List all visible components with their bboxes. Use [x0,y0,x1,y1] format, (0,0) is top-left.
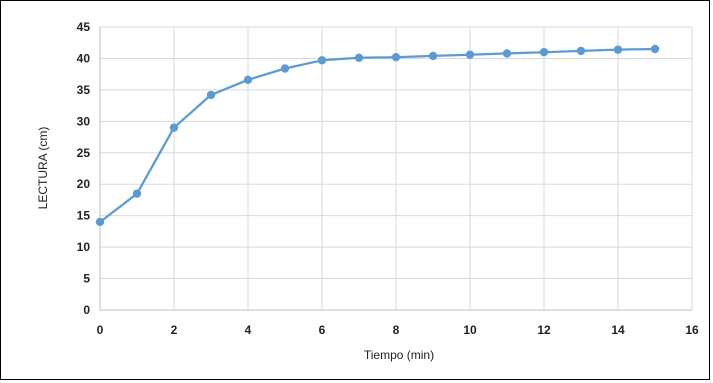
data-point [317,56,327,65]
y-tick-label: 30 [77,114,91,128]
axes [99,27,692,311]
x-tick-label: 0 [97,323,104,337]
y-tick-label: 0 [83,303,90,317]
y-axis-title: LECTURA (cm) [36,127,50,210]
data-point [650,44,660,54]
x-tick-label: 10 [463,323,477,337]
data-point [539,47,549,57]
data-point [502,49,512,58]
y-tick-label: 20 [77,177,91,191]
data-point [613,45,623,54]
x-tick-label: 16 [685,323,699,337]
y-tick-label: 45 [77,20,91,34]
data-point [465,50,475,59]
x-tick-label: 8 [393,323,400,337]
y-tick-labels: 0 5 10 15 20 25 30 35 40 45 [77,20,91,317]
data-point [95,217,105,227]
series-line [99,47,656,223]
x-tick-labels: 0 2 4 6 8 10 12 14 16 [97,323,699,337]
y-tick-label: 25 [77,146,91,160]
data-point [206,90,216,100]
data-point [576,46,586,56]
grid-lines [100,26,693,310]
data-point [391,52,401,62]
x-tick-label: 6 [319,323,326,337]
data-point [428,51,438,61]
y-tick-label: 10 [77,240,91,254]
data-point [169,123,179,132]
y-tick-label: 35 [77,83,91,97]
data-point [280,64,290,73]
series [95,44,660,227]
x-tick-label: 12 [537,323,551,337]
y-tick-label: 40 [77,51,91,65]
x-tick-label: 2 [171,323,178,337]
data-point [132,189,142,198]
x-axis-title: Tiempo (min) [364,348,434,362]
data-point [354,53,364,63]
y-tick-label: 5 [83,272,90,286]
y-tick-label: 15 [77,209,91,223]
x-tick-label: 14 [611,323,625,337]
data-point [243,75,253,85]
x-tick-label: 4 [245,323,252,337]
